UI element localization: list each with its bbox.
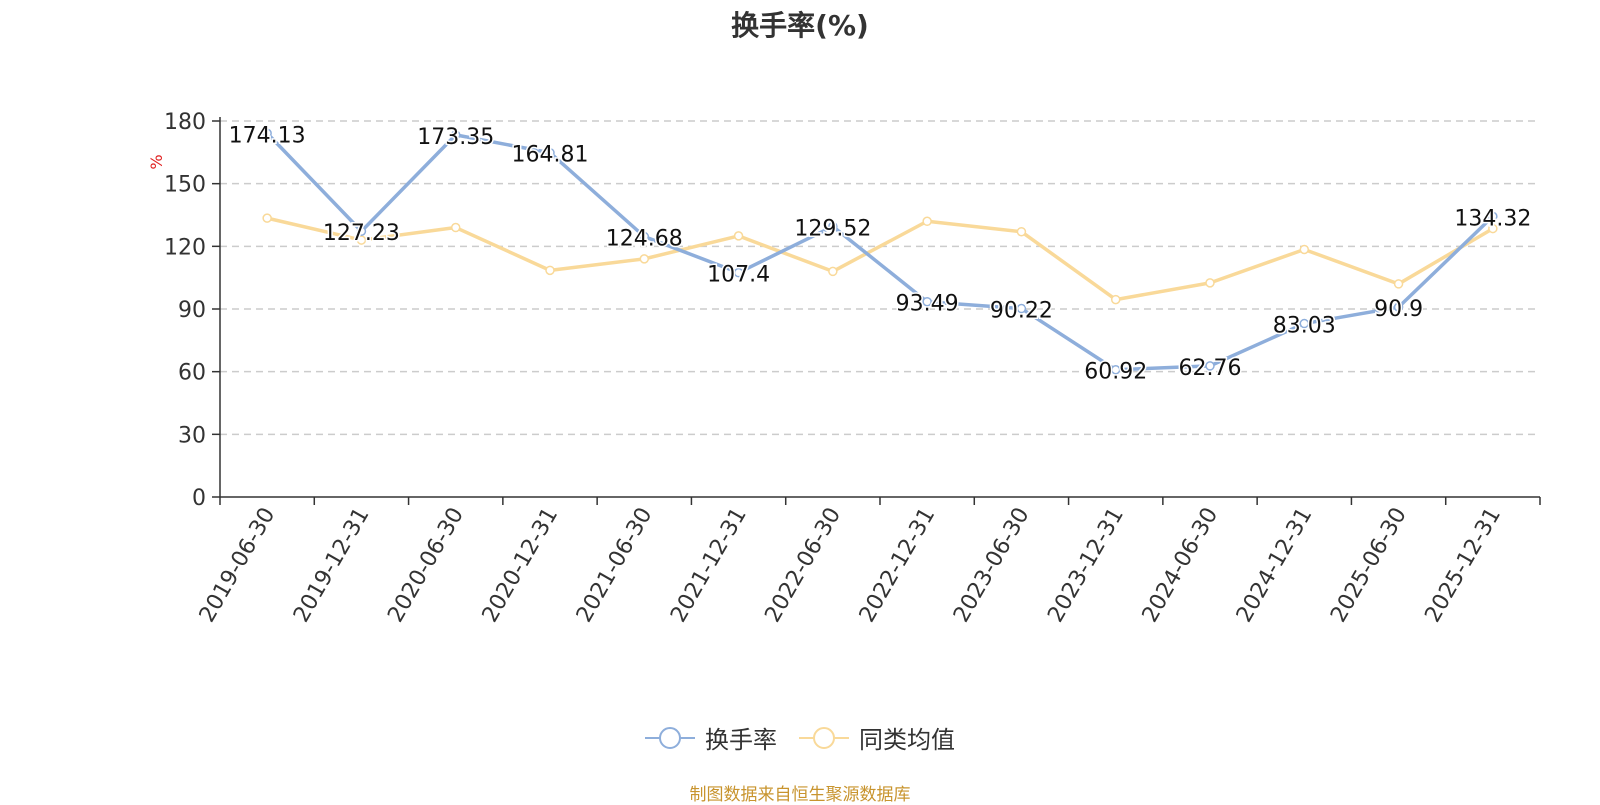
data-labels: 174.13 127.23 173.35 164.81 124.68 107.4 129.5… <box>227 122 1533 386</box>
gridlines <box>220 120 1540 436</box>
series-1-point <box>262 213 272 223</box>
x-tick-label: 2020-06-30 <box>383 504 469 627</box>
series-line-1 <box>266 216 1494 302</box>
x-tick-label: 2019-06-30 <box>195 504 281 627</box>
x-tick-label: 2024-12-31 <box>1232 504 1318 627</box>
data-label: 90.9 <box>1374 297 1423 322</box>
series-0-point <box>262 128 272 139</box>
series-1-point <box>450 222 461 233</box>
data-label: 134.32 <box>1454 206 1531 231</box>
series-0-point <box>1299 318 1310 329</box>
chart-title: 换手率(%) <box>731 9 869 42</box>
series-lines <box>262 128 1498 375</box>
x-tick-label: 2019-12-31 <box>289 504 375 627</box>
x-tick-label: 2023-12-31 <box>1043 504 1129 627</box>
series-0-point <box>828 221 838 232</box>
y-tick-label: 120 <box>164 235 206 260</box>
y-tick-label: 90 <box>178 298 206 323</box>
x-tick-label: 2021-12-31 <box>666 504 752 627</box>
series-0-point <box>545 147 555 158</box>
series-0-point <box>356 226 367 236</box>
y-tick-label: 180 <box>164 110 206 135</box>
x-tick-label: 2020-12-31 <box>478 504 564 627</box>
legend-item-turnover[interactable]: 换手率 <box>645 720 777 755</box>
series-1-point <box>639 254 650 264</box>
y-tick-label: 60 <box>178 361 206 386</box>
data-label: 127.23 <box>323 221 400 246</box>
data-label: 107.4 <box>707 263 770 288</box>
series-0-point <box>733 267 744 278</box>
series-0-point <box>450 130 461 140</box>
x-tick-label: 2025-12-31 <box>1420 504 1506 627</box>
series-1-point <box>828 266 838 277</box>
series-1-point <box>922 216 932 227</box>
series-0-point <box>639 231 650 242</box>
x-tick-label: 2021-06-30 <box>572 504 658 627</box>
y-tick-label: 0 <box>192 486 206 511</box>
x-tick-label: 2022-12-31 <box>855 503 941 626</box>
series-1-point <box>1016 226 1027 237</box>
legend-marker-peer-average-icon <box>799 726 849 749</box>
series-0-point <box>922 296 932 307</box>
legend-label-turnover: 换手率 <box>705 726 777 754</box>
legend-marker-turnover-icon <box>645 726 695 749</box>
legend: 换手率 同类均值 <box>0 720 1600 755</box>
data-label: 62.76 <box>1179 356 1242 381</box>
series-0-point <box>1488 211 1498 222</box>
data-label: 60.92 <box>1084 360 1147 385</box>
series-1-point <box>1299 244 1310 255</box>
series-1-point <box>1110 294 1121 305</box>
data-label: 174.13 <box>229 123 306 148</box>
series-0-point <box>1016 303 1027 314</box>
data-label: 83.03 <box>1273 314 1336 339</box>
series-1-point <box>1488 223 1498 234</box>
data-label: 124.68 <box>606 227 683 252</box>
y-axis-unit-label: % <box>147 154 166 169</box>
data-label: 173.35 <box>417 125 494 150</box>
series-1-point <box>1205 278 1215 288</box>
data-label: 129.52 <box>794 216 871 241</box>
y-tick-label: 150 <box>164 173 206 198</box>
series-line-0 <box>265 132 1495 372</box>
x-tick-label: 2025-06-30 <box>1326 504 1412 627</box>
series-1-point <box>1393 279 1404 289</box>
series-0-point <box>1205 361 1215 371</box>
x-tick-label: 2022-06-30 <box>760 504 846 627</box>
x-tick-label: 2024-06-30 <box>1138 504 1224 627</box>
legend-item-peer-average[interactable]: 同类均值 <box>799 720 955 755</box>
series-0-point <box>1393 302 1404 312</box>
data-label: 93.49 <box>896 292 959 317</box>
data-label: 164.81 <box>512 143 589 168</box>
y-tick-label: 30 <box>178 423 206 448</box>
series-1-point <box>545 265 555 276</box>
source-note: 制图数据来自恒生聚源数据库 <box>689 785 911 805</box>
series-1-point <box>733 231 744 241</box>
legend-label-peer-average: 同类均值 <box>859 726 955 754</box>
data-label: 90.22 <box>990 299 1053 324</box>
series-1-point <box>356 235 367 245</box>
x-tick-label: 2023-06-30 <box>949 504 1035 627</box>
series-0-point <box>1110 364 1121 375</box>
